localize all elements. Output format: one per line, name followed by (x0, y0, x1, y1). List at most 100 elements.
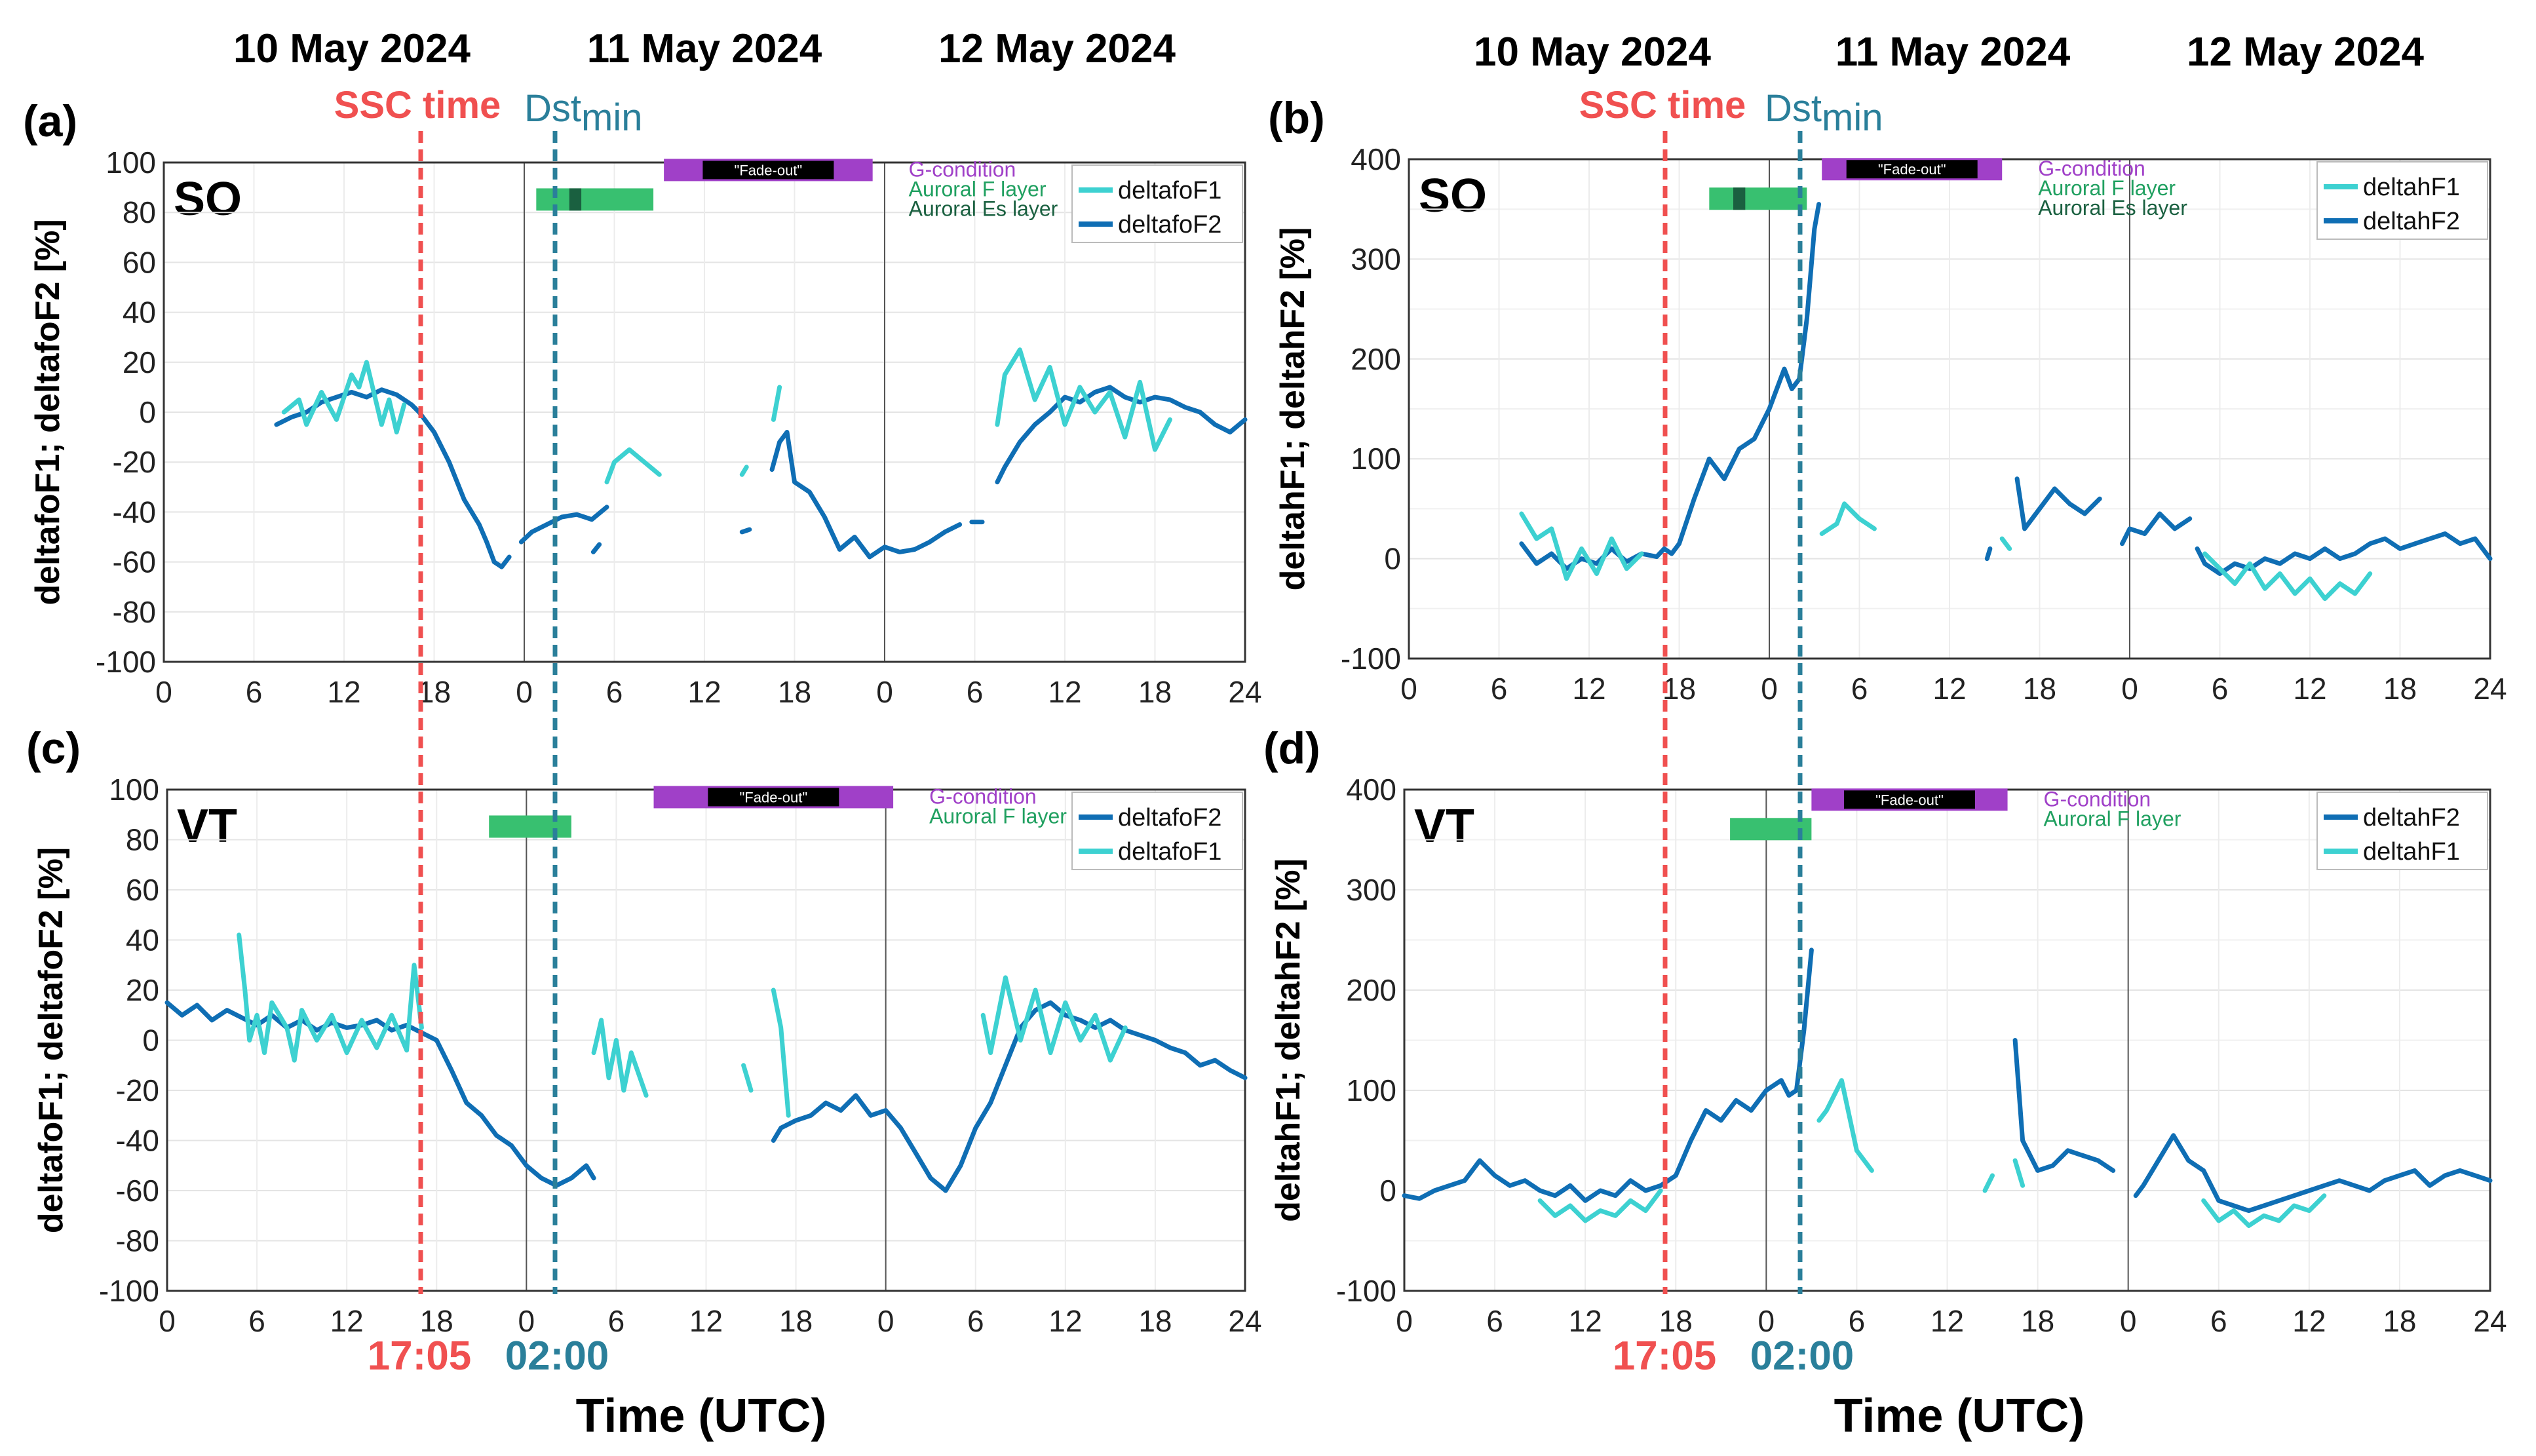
x-tick-label: 6 (606, 675, 623, 709)
x-tick-label: 12 (1048, 1304, 1082, 1338)
day-headers-left: 10 May 2024 11 May 2024 12 May 2024 (233, 26, 1176, 71)
legend-label: deltafoF1 (1118, 838, 1221, 866)
series-deltahF1 (1537, 1188, 1663, 1223)
ssc-time-label-right: 17:05 (1613, 1333, 1717, 1379)
y-tick-label: 40 (123, 296, 156, 330)
y-tick-label: 80 (123, 195, 156, 229)
bar-legend-text: G-condition (929, 784, 1037, 808)
x-tick-label: 12 (2293, 672, 2326, 706)
y-tick-label: 20 (126, 973, 159, 1007)
y-tick-label: 60 (123, 245, 156, 279)
series-deltafoF1 (604, 447, 662, 485)
series-deltahF2 (2014, 476, 2102, 531)
legend-label: deltahF1 (2363, 838, 2460, 866)
y-tick-label: -40 (116, 1124, 159, 1158)
y-tick-label: -20 (116, 1073, 159, 1107)
series-deltafoF2 (590, 542, 602, 554)
x-tick-label: 6 (967, 675, 984, 709)
x-tick-label: 12 (330, 1304, 364, 1338)
x-tick-label: 18 (1138, 675, 1172, 709)
dst-label-right-main: Dst (1765, 87, 1822, 130)
x-tick-label: 6 (2210, 1304, 2227, 1338)
x-tick-label: 6 (1849, 1304, 1866, 1338)
series-deltahF2 (2012, 1038, 2116, 1173)
series-deltafoF1 (237, 932, 424, 1063)
x-tick-label: 24 (1228, 1304, 1261, 1338)
legend-box (2316, 161, 2488, 240)
x-tick-label: 6 (2212, 672, 2229, 706)
bar-legend-text: G-condition (909, 157, 1016, 181)
y-tick-label: 0 (139, 395, 156, 429)
x-tick-label: 0 (1400, 672, 1417, 706)
panel-tag: (b) (1268, 93, 1325, 143)
dst-time-label-left: 02:00 (505, 1333, 609, 1379)
y-tick-label: -80 (116, 1224, 159, 1258)
x-tick-label: 0 (1758, 1304, 1775, 1338)
x-tick-label: 0 (2120, 1304, 2137, 1338)
series-deltafoF1 (281, 360, 407, 434)
dst-label-left-main: Dst (524, 87, 581, 130)
y-tick-label: 300 (1351, 242, 1401, 276)
legend-box (2316, 792, 2488, 870)
fade-out-box (702, 161, 834, 180)
y-tick-label: 80 (126, 823, 159, 857)
y-tick-label: 0 (1384, 542, 1401, 576)
y-tick-label: 100 (1351, 442, 1401, 476)
y-tick-label: 200 (1346, 973, 1396, 1007)
panel-tag: (a) (23, 96, 77, 146)
fade-out-box (1846, 160, 1978, 179)
series-deltafoF2 (739, 527, 752, 535)
bar-legend-text: Auroral Es layer (2038, 196, 2187, 220)
x-tick-label: 0 (877, 1304, 894, 1338)
series-deltafoF2 (769, 430, 963, 560)
y-tick-label: 100 (1346, 1073, 1396, 1107)
ssc-label-right: SSC time (1579, 84, 1746, 126)
series-deltafoF1 (739, 465, 749, 477)
x-tick-label: 12 (1048, 675, 1081, 709)
y-tick-label: -60 (113, 545, 156, 579)
y-tick-label: 400 (1351, 142, 1401, 176)
series-deltafoF1 (771, 987, 791, 1118)
series-deltafoF2 (771, 1000, 1248, 1193)
series-deltahF1 (1982, 1173, 1995, 1193)
y-tick-label: -100 (1336, 1274, 1396, 1308)
legend-label: deltafoF2 (1118, 804, 1221, 832)
x-tick-label: 24 (2473, 1304, 2507, 1338)
panel-tag: (c) (26, 723, 81, 773)
day-header-right-1: 10 May 2024 (1474, 29, 1711, 75)
series-deltafoF2 (164, 1000, 596, 1188)
x-tick-label: 0 (155, 675, 172, 709)
x-tick-label: 6 (246, 675, 263, 709)
y-tick-label: 60 (126, 873, 159, 907)
series-deltahF1 (2202, 551, 2373, 602)
series-deltahF1 (2201, 1193, 2327, 1228)
panel-tag: (d) (1263, 723, 1320, 773)
series-deltahF1 (1519, 511, 1644, 581)
legend-label: deltahF1 (2363, 174, 2460, 201)
legend-label: deltafoF1 (1118, 177, 1221, 204)
x-tick-label: 18 (2023, 672, 2056, 706)
dst-label-right-sub: min (1822, 96, 1883, 139)
auroral-f-bar (489, 815, 571, 838)
dst-time-label-right: 02:00 (1750, 1333, 1854, 1379)
xlabel-left: Time (UTC) (576, 1390, 827, 1442)
bar-legend-text: Auroral F layer (2038, 176, 2176, 200)
x-tick-label: 0 (159, 1304, 176, 1338)
x-tick-label: 6 (248, 1304, 265, 1338)
day-header-left-3: 12 May 2024 (938, 26, 1176, 71)
bar-legend-text: G-condition (2044, 787, 2151, 811)
x-tick-label: 0 (2121, 672, 2138, 706)
x-tick-label: 18 (420, 1304, 453, 1338)
y-tick-label: -100 (1341, 642, 1401, 676)
station-label: VT (177, 800, 237, 853)
x-tick-label: 6 (1491, 672, 1508, 706)
fade-out-label: "Fade-out" (1878, 161, 1946, 178)
x-tick-label: 12 (1931, 1304, 1964, 1338)
station-label: SO (1419, 170, 1487, 222)
x-tick-label: 18 (779, 1304, 813, 1338)
series-deltafoF1 (980, 975, 1128, 1063)
y-tick-label: 400 (1346, 773, 1396, 807)
